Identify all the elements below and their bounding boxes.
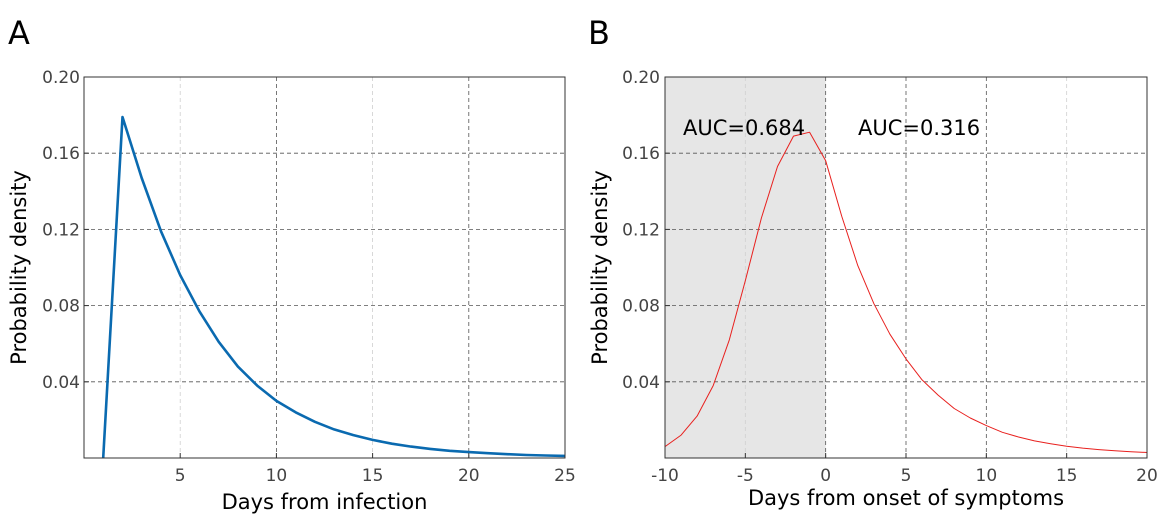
series-b xyxy=(664,131,1148,453)
x-tick-label: 15 xyxy=(1056,466,1078,486)
x-tick-label: 0 xyxy=(820,466,831,486)
x-tick-label: 10 xyxy=(976,466,998,486)
auc-annotation-right: AUC=0.316 xyxy=(858,116,980,140)
grid-b xyxy=(665,77,1147,458)
chart-panel-b: -10 -5 0 5 10 15 20 0.04 0.08 0.12 0.16 0.20 AUC=0.… xyxy=(588,68,1158,510)
y-tick-label: 0.04 xyxy=(622,373,660,393)
y-tick-label: 0.16 xyxy=(622,144,660,164)
x-tick-label: 20 xyxy=(458,466,480,486)
y-tick-label: 0.16 xyxy=(42,144,80,164)
x-tick-label: 20 xyxy=(1136,466,1158,486)
y-tick-label: 0.04 xyxy=(42,373,80,393)
x-tick-label: 25 xyxy=(554,466,576,486)
x-axis-label-b: Days from onset of symptoms xyxy=(748,486,1064,510)
x-tick-label: 15 xyxy=(362,466,384,486)
plot-frame-a xyxy=(83,76,566,459)
y-tick-label: 0.08 xyxy=(42,297,80,317)
y-tick-label: 0.20 xyxy=(42,68,80,88)
x-tick-label: 10 xyxy=(266,466,288,486)
x-tick-label: -5 xyxy=(737,466,754,486)
grid-a xyxy=(84,77,565,458)
auc-annotation-left: AUC=0.684 xyxy=(683,116,805,140)
tick-labels-b: -10 -5 0 5 10 15 20 0.04 0.08 0.12 0.16 0.20 xyxy=(622,68,1158,486)
y-axis-label-a: Probability density xyxy=(7,170,31,365)
panel-letter-a: A xyxy=(8,14,30,52)
y-tick-label: 0.08 xyxy=(622,297,660,317)
x-tick-label: -10 xyxy=(651,466,679,486)
series-a xyxy=(101,115,566,459)
y-tick-label: 0.12 xyxy=(42,220,80,240)
panel-letter-b: B xyxy=(588,14,610,52)
x-tick-label: 5 xyxy=(901,466,912,486)
x-axis-label-a: Days from infection xyxy=(222,490,428,514)
chart-panel-a: 5 10 15 20 25 0.04 0.08 0.12 0.16 0.20 Days from … xyxy=(7,68,576,514)
y-tick-label: 0.20 xyxy=(622,68,660,88)
series-line xyxy=(101,115,566,459)
y-tick-label: 0.12 xyxy=(622,220,660,240)
series-line xyxy=(664,131,1148,453)
y-axis-label-b: Probability density xyxy=(588,170,612,365)
x-tick-label: 5 xyxy=(175,466,186,486)
tick-labels-a: 5 10 15 20 25 0.04 0.08 0.12 0.16 0.20 xyxy=(42,68,576,486)
